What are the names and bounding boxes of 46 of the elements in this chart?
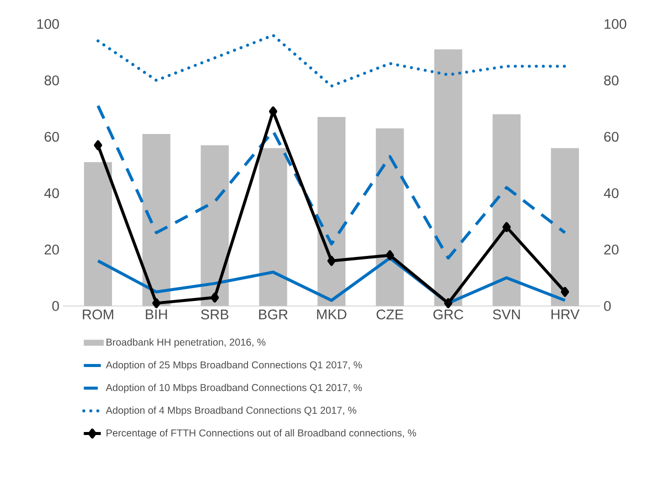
- line-series: [96, 34, 566, 88]
- x-tick-label: GRC: [433, 310, 464, 320]
- x-tick-label: SRB: [201, 310, 228, 320]
- x-tick-label: ROM: [82, 310, 114, 320]
- y2-tick-label: 0: [604, 301, 611, 311]
- y2-tick-label: 60: [604, 132, 618, 142]
- y2-tick-label: 20: [604, 244, 618, 255]
- y-tick-label: 60: [44, 132, 59, 142]
- y2-tick-label: 80: [604, 75, 618, 86]
- bar: [142, 134, 170, 306]
- legend-label: Adoption of 25 Mbps Broadband Connections Q1 2017, %: [106, 361, 362, 370]
- bar: [84, 162, 112, 306]
- y-tick-label: 40: [44, 188, 59, 198]
- line-series: [96, 104, 566, 260]
- point: [502, 222, 511, 232]
- point: [444, 298, 452, 308]
- point: [152, 298, 161, 308]
- legend-label: Broadbank HH penetration, 2016, %: [106, 338, 266, 348]
- x-tick-label: BIH: [146, 310, 167, 320]
- y-tick-label: 80: [44, 75, 59, 86]
- x-tick-label: SVN: [492, 310, 520, 320]
- y-tick-label: 100: [37, 19, 59, 29]
- point: [269, 106, 278, 116]
- y-tick-label: 0: [52, 301, 59, 311]
- bar: [550, 148, 579, 306]
- y2-tick-label: 100: [604, 19, 626, 29]
- point: [210, 292, 219, 303]
- bar: [318, 117, 346, 306]
- x-tick-label: MKD: [317, 310, 346, 320]
- x-tick-label: CZE: [376, 310, 404, 320]
- bar: [200, 145, 229, 306]
- point: [386, 250, 394, 260]
- point: [560, 286, 570, 297]
- bar: [376, 128, 404, 306]
- legend-label: Percentage of FTTH Connections out of all Broadband connections, %: [106, 429, 416, 438]
- y-tick-label: 20: [44, 244, 59, 255]
- bar: [259, 148, 288, 306]
- point: [94, 140, 102, 150]
- legend-label: Adoption of 4 Mbps Broadband Connections Q1 2017, %: [106, 406, 356, 416]
- x-tick-label: HRV: [552, 310, 580, 320]
- bar: [492, 114, 521, 306]
- point: [327, 256, 336, 266]
- x-tick-label: BGR: [259, 310, 288, 320]
- bar: [434, 49, 462, 306]
- legend-label: Adoption of 10 Mbps Broadband Connections Q1 2017, %: [106, 384, 362, 394]
- y2-tick-label: 40: [604, 188, 618, 198]
